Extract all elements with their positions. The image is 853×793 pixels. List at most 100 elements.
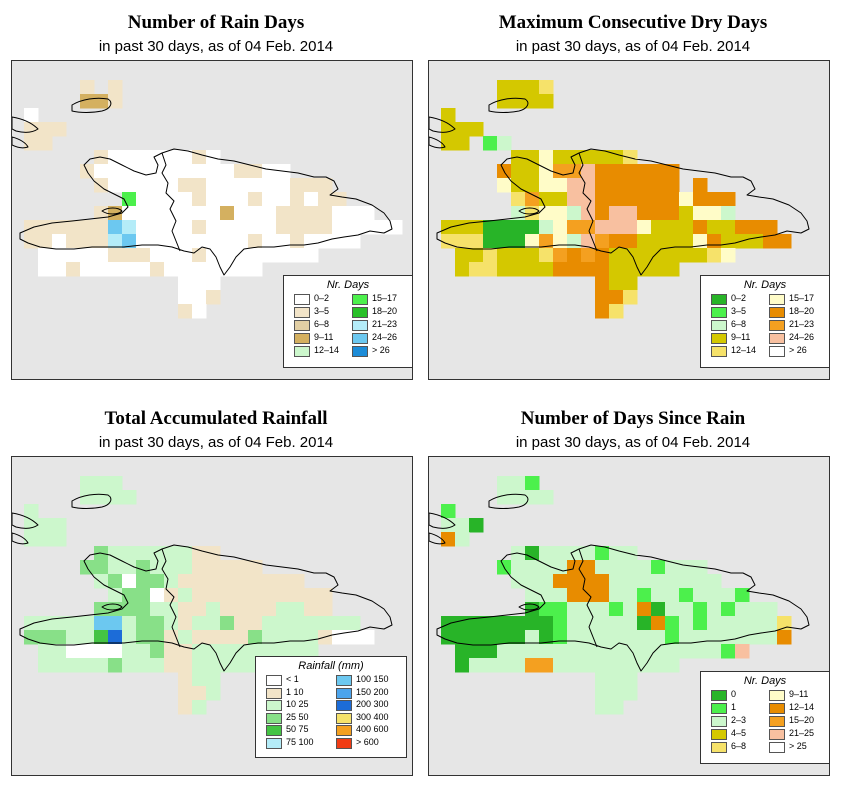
- grid-cell: [693, 602, 708, 617]
- grid-cell: [234, 630, 249, 645]
- grid-cell: [80, 220, 95, 235]
- grid-cell: [665, 220, 680, 235]
- grid-cell: [651, 630, 666, 645]
- grid-cell: [304, 616, 319, 631]
- grid-cell: [220, 164, 235, 179]
- grid-cell: [441, 220, 456, 235]
- grid-cell: [234, 206, 249, 221]
- legend-label: 10 25: [286, 699, 309, 709]
- legend-label: 0: [731, 689, 737, 699]
- grid-cell: [276, 248, 291, 263]
- grid-cell: [108, 490, 123, 505]
- grid-cell: [290, 192, 305, 207]
- grid-cell: [581, 546, 596, 561]
- legend-swatch: [336, 725, 352, 736]
- grid-cell: [595, 220, 610, 235]
- grid-cell: [609, 262, 624, 277]
- grid-cell: [595, 546, 610, 561]
- grid-cell: [136, 588, 151, 603]
- grid-cell: [553, 630, 568, 645]
- grid-cell: [248, 262, 263, 277]
- grid-cell: [511, 490, 526, 505]
- grid-cell: [693, 220, 708, 235]
- legend-swatch: [352, 294, 368, 305]
- grid-cell: [136, 164, 151, 179]
- grid-cell: [525, 220, 540, 235]
- grid-cell: [623, 658, 638, 673]
- legend-label: > 26: [789, 345, 807, 355]
- grid-cell: [693, 234, 708, 249]
- legend-swatch: [769, 716, 785, 727]
- grid-cell: [206, 616, 221, 631]
- grid-cell: [469, 644, 484, 659]
- grid-cell: [483, 262, 498, 277]
- grid-cell: [150, 616, 165, 631]
- grid-cell: [178, 658, 193, 673]
- grid-cell: [497, 220, 512, 235]
- grid-cell: [679, 248, 694, 263]
- grid-cell: [262, 574, 277, 589]
- grid-cell: [164, 560, 179, 575]
- grid-cell: [693, 178, 708, 193]
- grid-cell: [539, 658, 554, 673]
- grid-cell: [38, 644, 53, 659]
- grid-cell: [679, 574, 694, 589]
- grid-cell: [539, 220, 554, 235]
- legend-label: 400 600: [356, 724, 389, 734]
- grid-cell: [637, 630, 652, 645]
- grid-cell: [248, 630, 263, 645]
- grid-cell: [206, 686, 221, 701]
- grid-cell: [553, 262, 568, 277]
- legend-swatch: [336, 712, 352, 724]
- coastline: [429, 532, 446, 545]
- grid-cell: [234, 560, 249, 575]
- grid-cell: [52, 262, 67, 277]
- grid-cell: [234, 192, 249, 207]
- grid-cell: [304, 178, 319, 193]
- grid-cell: [52, 658, 67, 673]
- grid-cell: [553, 560, 568, 575]
- legend-label: 9–11: [789, 689, 809, 699]
- coastline: [19, 544, 393, 672]
- grid-cell: [38, 122, 53, 137]
- grid-cell: [511, 94, 526, 109]
- grid-cell: [623, 546, 638, 561]
- grid-cell: [567, 574, 582, 589]
- grid-cell: [52, 220, 67, 235]
- grid-cell: [665, 248, 680, 263]
- grid-cell: [122, 644, 137, 659]
- grid-cell: [192, 644, 207, 659]
- grid-cell: [164, 588, 179, 603]
- grid-cell: [220, 658, 235, 673]
- grid-cell: [276, 192, 291, 207]
- legend-label: 75 100: [286, 736, 314, 747]
- grid-cell: [525, 150, 540, 165]
- grid-cell: [122, 206, 137, 221]
- grid-cell: [553, 178, 568, 193]
- grid-cell: [623, 602, 638, 617]
- map-svg: [429, 80, 810, 319]
- grid-cell: [763, 234, 778, 249]
- grid-cell: [66, 262, 81, 277]
- legend-swatch: [711, 307, 727, 318]
- grid-cell: [497, 94, 512, 109]
- legend-swatch: [711, 294, 727, 305]
- grid-cell: [693, 644, 708, 659]
- grid-cell: [234, 658, 249, 673]
- grid-cell: [122, 602, 137, 617]
- legend: Nr. Days 0–2 3–5 6–8 9–11 12–14 15–17 18–20 21–…: [700, 275, 830, 368]
- grid-cell: [567, 630, 582, 645]
- grid-cell: [525, 490, 540, 505]
- grid-cell: [66, 616, 81, 631]
- grid-cell: [374, 220, 389, 235]
- grid-cell: [304, 602, 319, 617]
- grid-cell: [304, 192, 319, 207]
- grid-cell: [178, 630, 193, 645]
- grid-cell: [469, 658, 484, 673]
- grid-cell: [192, 234, 207, 249]
- grid-cell: [525, 206, 540, 221]
- grid-cell: [52, 616, 67, 631]
- grid-cell: [525, 588, 540, 603]
- grid-cell: [122, 262, 137, 277]
- legend-swatch: [711, 729, 727, 740]
